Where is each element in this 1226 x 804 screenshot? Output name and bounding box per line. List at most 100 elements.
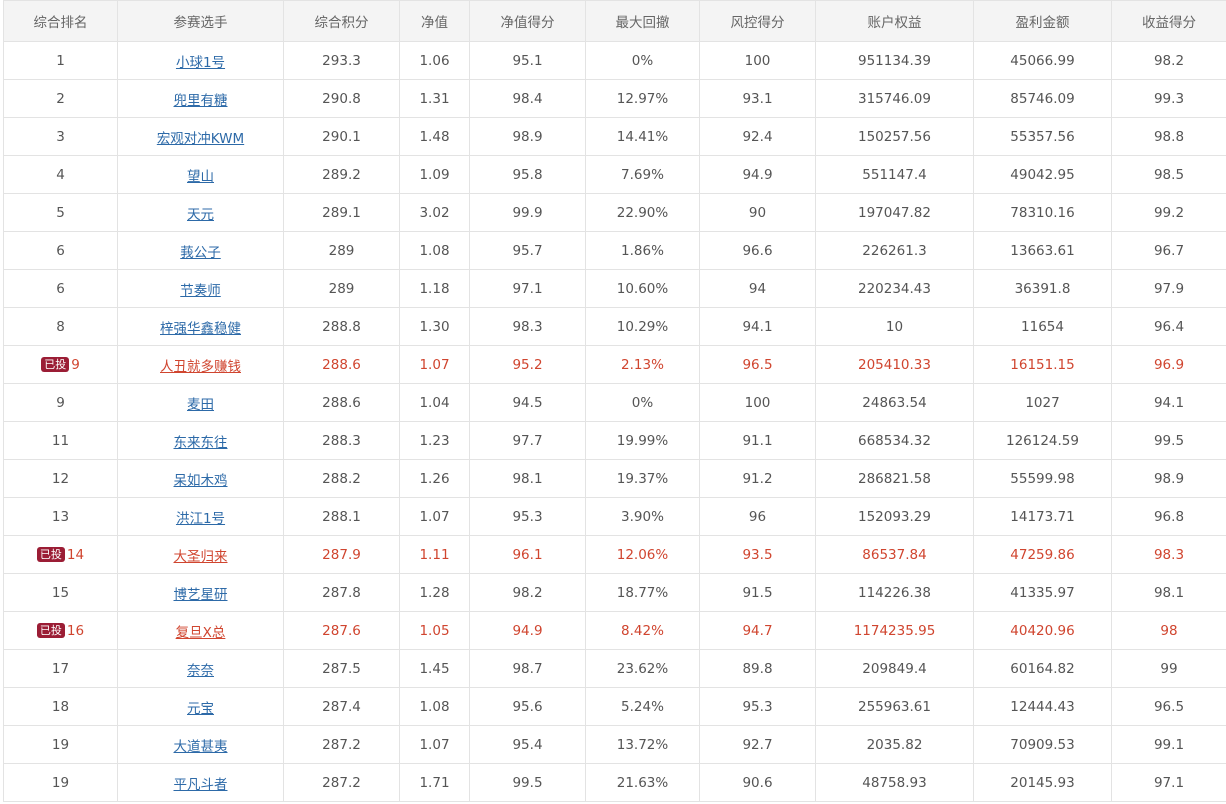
nav-score-cell: 95.4: [469, 725, 586, 764]
score-cell: 289: [283, 269, 400, 308]
player-link[interactable]: 元宝: [187, 700, 214, 717]
player-link[interactable]: 节奏师: [180, 282, 221, 299]
max-drawdown-cell: 19.37%: [585, 459, 700, 498]
table-row: 已投 14 大圣归来 287.9 1.11 96.1 12.06% 93.5 86537.84 4…: [3, 535, 1226, 574]
nav-score-cell: 97.1: [469, 269, 586, 308]
player-cell: 奈奈: [117, 649, 284, 688]
rank-value: 19: [51, 774, 70, 791]
player-cell: 宏观对冲KWM: [117, 117, 284, 156]
player-link[interactable]: 人丑就多赚钱: [160, 358, 241, 375]
risk-score-cell: 100: [699, 383, 816, 422]
rank-cell: 18: [3, 687, 118, 726]
profit-cell: 20145.93: [973, 763, 1112, 802]
player-link[interactable]: 大圣归来: [173, 548, 228, 565]
player-link[interactable]: 博艺星研: [173, 586, 228, 603]
profit-cell: 45066.99: [973, 41, 1112, 80]
player-cell: 天元: [117, 193, 284, 232]
table-body: 1 小球1号 293.3 1.06 95.1 0% 100 951134.39 45066.99…: [3, 41, 1226, 802]
risk-score-cell: 91.5: [699, 573, 816, 612]
rank-value: 4: [56, 166, 65, 183]
player-link[interactable]: 小球1号: [175, 54, 226, 71]
rank-value: 9: [56, 394, 65, 411]
rank-cell: 3: [3, 117, 118, 156]
player-link[interactable]: 洪江1号: [175, 510, 226, 527]
risk-score-cell: 89.8: [699, 649, 816, 688]
account-equity-cell: 551147.4: [815, 155, 974, 194]
score-cell: 287.4: [283, 687, 400, 726]
profit-cell: 12444.43: [973, 687, 1112, 726]
rank-cell: 4: [3, 155, 118, 194]
score-cell: 289: [283, 231, 400, 270]
player-link[interactable]: 平凡斗者: [173, 776, 228, 793]
player-link[interactable]: 望山: [187, 168, 214, 185]
nav-score-cell: 95.3: [469, 497, 586, 536]
ranking-table: 综合排名 参赛选手 综合积分 净值 净值得分 最大回撤 风控得分 账户权益 盈利…: [3, 0, 1226, 802]
return-score-cell: 97.9: [1111, 269, 1226, 308]
rank-value: 3: [56, 128, 65, 145]
account-equity-cell: 152093.29: [815, 497, 974, 536]
rank-value: 6: [56, 280, 65, 297]
max-drawdown-cell: 12.06%: [585, 535, 700, 574]
account-equity-cell: 209849.4: [815, 649, 974, 688]
risk-score-cell: 91.2: [699, 459, 816, 498]
nav-cell: 1.45: [399, 649, 470, 688]
max-drawdown-cell: 21.63%: [585, 763, 700, 802]
profit-cell: 85746.09: [973, 79, 1112, 118]
player-cell: 东来东往: [117, 421, 284, 460]
return-score-cell: 96.9: [1111, 345, 1226, 384]
risk-score-cell: 94.1: [699, 307, 816, 346]
max-drawdown-cell: 1.86%: [585, 231, 700, 270]
rank-value: 6: [56, 242, 65, 259]
rank-value: 15: [51, 584, 70, 601]
profit-cell: 13663.61: [973, 231, 1112, 270]
nav-score-cell: 94.9: [469, 611, 586, 650]
player-link[interactable]: 东来东往: [173, 434, 228, 451]
score-cell: 287.6: [283, 611, 400, 650]
table-row: 19 平凡斗者 287.2 1.71 99.5 21.63% 90.6 48758.93 201…: [3, 763, 1226, 802]
nav-score-cell: 98.2: [469, 573, 586, 612]
nav-score-cell: 99.5: [469, 763, 586, 802]
max-drawdown-cell: 22.90%: [585, 193, 700, 232]
account-equity-cell: 2035.82: [815, 725, 974, 764]
player-link[interactable]: 宏观对冲KWM: [156, 130, 245, 147]
risk-score-cell: 100: [699, 41, 816, 80]
return-score-cell: 99.1: [1111, 725, 1226, 764]
player-cell: 兜里有糖: [117, 79, 284, 118]
header-risk-score: 风控得分: [699, 0, 816, 42]
table-row: 2 兜里有糖 290.8 1.31 98.4 12.97% 93.1 315746.09 857…: [3, 79, 1226, 118]
player-cell: 平凡斗者: [117, 763, 284, 802]
player-link[interactable]: 呆如木鸡: [173, 472, 228, 489]
max-drawdown-cell: 12.97%: [585, 79, 700, 118]
return-score-cell: 99: [1111, 649, 1226, 688]
player-link[interactable]: 麦田: [187, 396, 214, 413]
player-cell: 梓强华鑫稳健: [117, 307, 284, 346]
return-score-cell: 99.5: [1111, 421, 1226, 460]
player-cell: 人丑就多赚钱: [117, 345, 284, 384]
player-link[interactable]: 复旦X总: [175, 624, 226, 641]
player-cell: 洪江1号: [117, 497, 284, 536]
nav-score-cell: 94.5: [469, 383, 586, 422]
return-score-cell: 96.4: [1111, 307, 1226, 346]
nav-cell: 1.71: [399, 763, 470, 802]
player-link[interactable]: 大道甚夷: [173, 738, 228, 755]
nav-cell: 1.48: [399, 117, 470, 156]
return-score-cell: 96.5: [1111, 687, 1226, 726]
player-link[interactable]: 梓强华鑫稳健: [160, 320, 241, 337]
return-score-cell: 98.5: [1111, 155, 1226, 194]
account-equity-cell: 315746.09: [815, 79, 974, 118]
return-score-cell: 98.8: [1111, 117, 1226, 156]
rank-cell: 11: [3, 421, 118, 460]
header-nav: 净值: [399, 0, 470, 42]
table-row: 11 东来东往 288.3 1.23 97.7 19.99% 91.1 668534.32 12…: [3, 421, 1226, 460]
player-link[interactable]: 兜里有糖: [173, 92, 228, 109]
nav-cell: 1.07: [399, 725, 470, 764]
account-equity-cell: 286821.58: [815, 459, 974, 498]
table-row: 17 奈奈 287.5 1.45 98.7 23.62% 89.8 209849.4 60164…: [3, 649, 1226, 688]
player-link[interactable]: 天元: [187, 206, 214, 223]
player-link[interactable]: 奈奈: [187, 662, 214, 679]
player-cell: 小球1号: [117, 41, 284, 80]
nav-cell: 1.18: [399, 269, 470, 308]
player-cell: 望山: [117, 155, 284, 194]
player-cell: 复旦X总: [117, 611, 284, 650]
player-link[interactable]: 莪公子: [180, 244, 221, 261]
